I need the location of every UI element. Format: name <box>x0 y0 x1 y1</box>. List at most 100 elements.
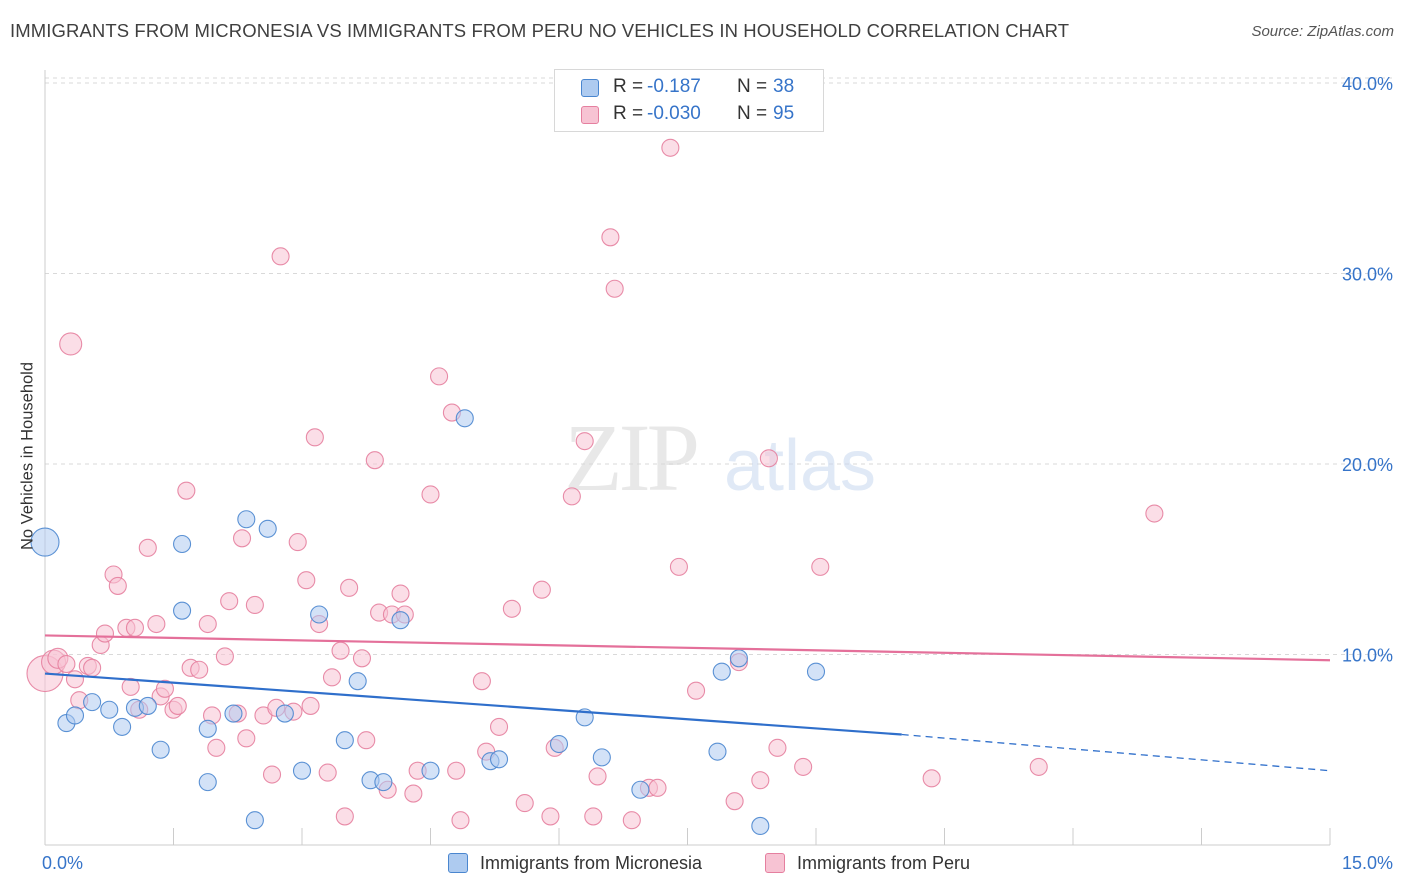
peru-point <box>648 778 667 797</box>
peru-point <box>220 592 239 611</box>
peru-point <box>687 681 706 700</box>
micronesia-point <box>138 696 157 715</box>
stats-box: R = -0.187 N = 38 R = -0.030 N = 95 <box>554 69 824 132</box>
micronesia-r-value: -0.187 <box>647 76 701 97</box>
peru-point <box>588 767 607 786</box>
peru-point <box>451 811 470 830</box>
x-tick-label: 15.0% <box>1342 853 1393 873</box>
peru-point <box>584 807 603 826</box>
peru-point <box>391 584 410 603</box>
peru-point <box>301 696 320 715</box>
peru-point <box>430 367 449 386</box>
peru-point <box>59 332 83 356</box>
y-tick-label: 30.0% <box>1342 265 1393 285</box>
r-label: R = <box>613 103 644 124</box>
peru-point <box>768 738 787 757</box>
micronesia-point <box>245 811 264 830</box>
trend-lines <box>44 634 1331 772</box>
source-credit: Source: ZipAtlas.com <box>1251 23 1394 40</box>
micronesia-point <box>374 773 393 792</box>
micronesia-point <box>806 662 826 681</box>
micronesia-point <box>65 706 85 725</box>
peru-r-value: -0.030 <box>647 103 701 124</box>
micronesia-point <box>455 409 474 428</box>
y-tick-label: 10.0% <box>1342 646 1393 666</box>
peru-point <box>245 595 264 615</box>
micronesia-point <box>198 773 217 792</box>
micronesia-point <box>729 649 748 668</box>
peru-point <box>177 481 196 500</box>
peru-point <box>421 485 440 504</box>
peru-point <box>601 228 620 247</box>
peru-point <box>811 557 830 576</box>
peru-point <box>335 807 354 826</box>
micronesia-point <box>113 717 132 736</box>
peru-point <box>331 641 350 660</box>
micronesia-point <box>83 693 102 712</box>
micronesia-point <box>224 704 243 723</box>
peru-point <box>357 731 376 750</box>
micronesia-point <box>258 519 277 538</box>
peru-point <box>271 247 290 266</box>
tick-labels: 10.0% 20.0% 30.0% 40.0% 0.0% 15.0% <box>42 74 1393 873</box>
peru-point <box>472 672 491 691</box>
y-tick-label: 20.0% <box>1342 455 1393 475</box>
peru-point <box>168 696 187 715</box>
peru-point <box>340 578 359 597</box>
stats-row-peru: R = -0.030 N = 95 <box>555 101 823 127</box>
micronesia-point <box>712 662 731 681</box>
n-label: N = <box>737 76 768 97</box>
micronesia-point <box>391 611 410 630</box>
y-axis-label: No Vehicles in Household <box>18 361 37 551</box>
peru-point <box>532 580 551 599</box>
micronesia-swatch <box>581 79 599 97</box>
legend-swatch-peru <box>765 853 785 873</box>
peru-point <box>95 624 115 643</box>
peru-point <box>155 679 174 698</box>
micronesia-point <box>631 780 650 799</box>
micronesia-point <box>335 731 354 750</box>
peru-point <box>215 647 234 666</box>
micronesia-point <box>708 742 727 761</box>
legend-label-peru: Immigrants from Peru <box>797 853 971 873</box>
peru-point <box>447 761 466 780</box>
micronesia-point <box>30 527 60 557</box>
micronesia-point <box>173 534 192 554</box>
peru-point <box>1145 504 1164 523</box>
peru-point <box>262 765 282 784</box>
peru-point <box>605 279 624 298</box>
micronesia-point <box>173 601 192 620</box>
watermark: ZIP atlas <box>564 404 876 511</box>
y-tick-label: 40.0% <box>1342 74 1393 94</box>
peru-point <box>318 763 337 782</box>
watermark-zip: ZIP <box>564 404 697 511</box>
micronesia-point <box>592 748 611 767</box>
micronesia-point <box>751 816 770 836</box>
watermark-atlas: atlas <box>724 426 876 506</box>
peru-point <box>622 811 641 830</box>
peru-point <box>322 668 342 687</box>
peru-point <box>288 533 307 552</box>
peru-point <box>147 614 166 634</box>
peru-point <box>108 576 127 595</box>
micronesia-trend-extension <box>901 733 1331 772</box>
peru-point <box>57 654 76 674</box>
peru-point <box>198 614 217 634</box>
peru-point <box>237 729 256 748</box>
micronesia-trend-line <box>44 672 902 736</box>
n-label: N = <box>737 103 768 124</box>
micronesia-point <box>100 700 119 719</box>
grid-lines <box>45 77 1392 655</box>
peru-point <box>207 738 226 757</box>
peru-point <box>794 757 813 776</box>
r-label: R = <box>613 76 644 97</box>
micronesia-point <box>198 719 217 738</box>
micronesia-point <box>292 761 312 780</box>
peru-point <box>365 451 384 470</box>
peru-point <box>759 449 778 468</box>
peru-swatch <box>581 106 599 124</box>
peru-point <box>121 677 140 696</box>
peru-point <box>541 807 560 826</box>
peru-point <box>661 138 680 157</box>
micronesia-point <box>348 672 367 691</box>
